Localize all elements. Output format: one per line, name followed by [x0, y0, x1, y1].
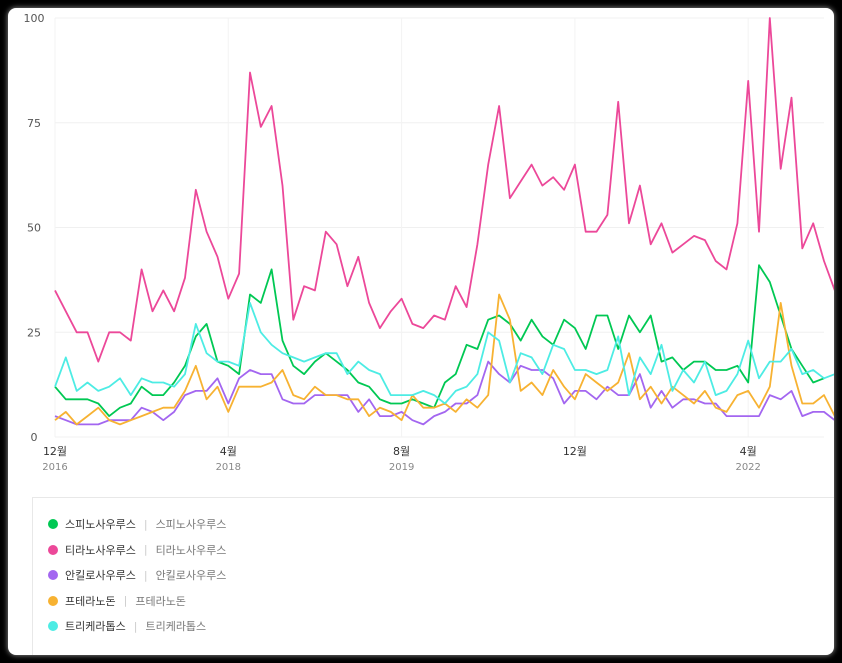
y-tick-label: 0: [31, 431, 38, 444]
legend-swatch: [48, 544, 58, 555]
legend-series-alias: 트리케라톱스: [145, 620, 207, 633]
legend-separator: |: [133, 619, 138, 633]
series-line[interactable]: [54, 301, 834, 405]
legend: [32, 497, 834, 655]
legend-series-alias: 티라노사우루스: [155, 543, 227, 557]
x-tick-year: 2018: [216, 462, 241, 473]
legend-series-name: 안킬로사우루스: [65, 569, 136, 582]
legend-series-alias: 스피노사우루스: [155, 518, 227, 531]
x-tick-label: 12월: [43, 445, 67, 458]
series-line[interactable]: [54, 264, 825, 418]
y-tick-label: 75: [27, 117, 41, 130]
legend-swatch: [48, 621, 58, 631]
legend-separator: |: [143, 568, 148, 582]
x-tick-year: 2016: [42, 462, 67, 473]
legend-item[interactable]: 안킬로사우루스 | 안킬로사우루스: [48, 565, 226, 585]
legend-series-name: 프테라노돈: [65, 594, 116, 608]
legend-item[interactable]: 스피노사우루스 | 스피노사우루스: [48, 514, 226, 534]
legend-series-name: 트리케라톱스: [65, 620, 126, 633]
legend-swatch: [48, 570, 58, 580]
legend-series-name: 티라노사우루스: [65, 543, 136, 557]
legend-item[interactable]: 프테라노돈 | 프테라노돈: [48, 591, 186, 611]
legend-separator: |: [143, 517, 148, 531]
y-tick-label: 25: [27, 326, 41, 339]
legend-item[interactable]: 티라노사우루스 | 티라노사우루스: [48, 540, 226, 560]
legend-series-alias: 안킬로사우루스: [155, 569, 227, 582]
legend-series-name: 스피노사우루스: [65, 518, 136, 531]
chart-frame: 100 75 50 25 0 12월 2016 4월 2018 8월 2019 12월 4월 2022 스…: [8, 8, 834, 655]
legend-separator: |: [123, 594, 128, 607]
legend-swatch: [48, 595, 58, 606]
x-tick-label: 4월: [740, 445, 757, 458]
x-tick-year: 2022: [735, 462, 760, 473]
legend-swatch: [48, 519, 58, 529]
line-chart: 100 75 50 25 0 12월 2016 4월 2018 8월 2019 12월 4월 2022: [24, 12, 834, 473]
legend-series-alias: 프테라노돈: [135, 594, 186, 608]
y-tick-label: 100: [24, 12, 45, 25]
x-tick-label: 8월: [393, 445, 410, 458]
series-line[interactable]: [54, 17, 834, 363]
legend-separator: |: [143, 543, 148, 556]
legend-item[interactable]: 트리케라톱스 | 트리케라톱스: [48, 616, 206, 636]
x-tick-label: 4월: [220, 445, 237, 458]
x-tick-year: 2019: [389, 462, 414, 473]
series-line[interactable]: [54, 360, 834, 426]
y-tick-label: 50: [27, 222, 41, 235]
x-tick-label: 12월: [563, 445, 587, 458]
